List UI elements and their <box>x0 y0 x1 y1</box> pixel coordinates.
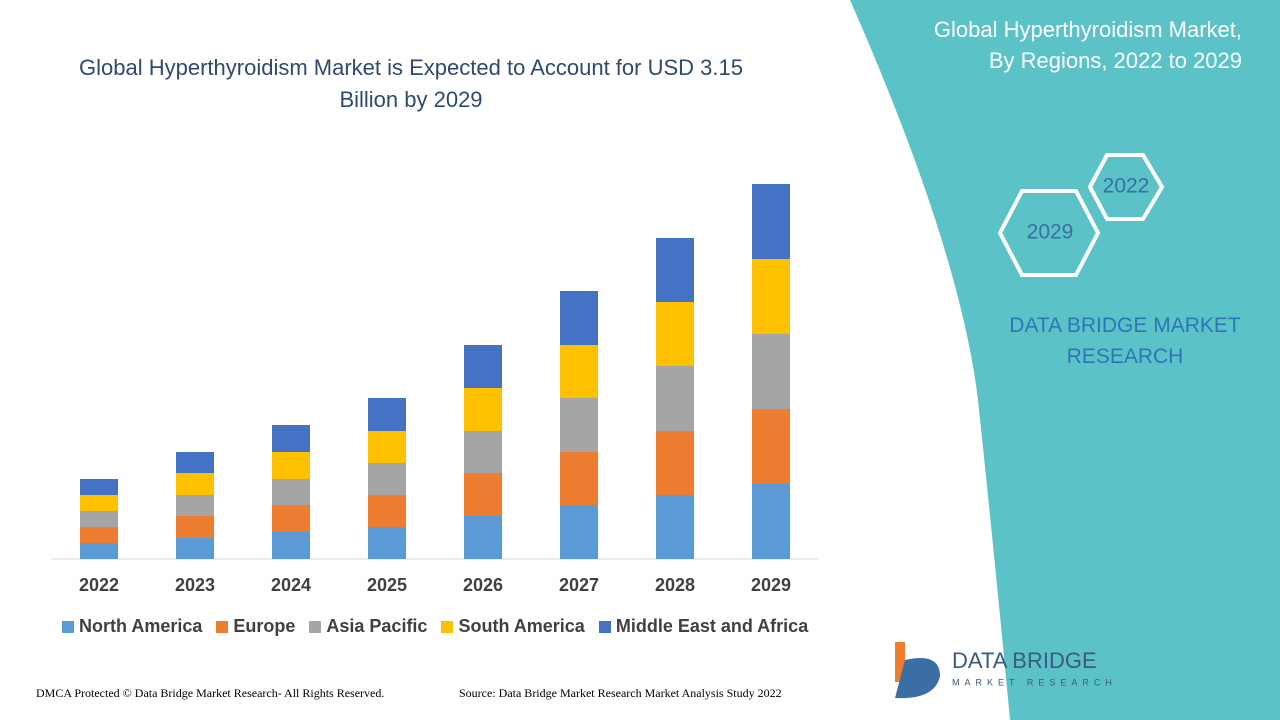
bar-segment <box>80 495 118 511</box>
bar-segment <box>80 511 118 527</box>
hexagon-label: 2022 <box>1103 175 1150 198</box>
bar-segment <box>464 431 502 473</box>
hexagon <box>1087 153 1165 221</box>
bar-segment <box>656 302 694 366</box>
bar-segment <box>752 259 790 334</box>
legend-swatch <box>598 620 611 633</box>
legend-label: Europe <box>233 616 296 636</box>
legend-item: Asia Pacific <box>309 616 427 637</box>
bar-segment <box>176 473 214 495</box>
bar-segment <box>368 463 406 495</box>
legend-label: Asia Pacific <box>326 616 428 636</box>
bar-segment <box>80 479 118 495</box>
legend-swatch <box>62 620 74 633</box>
legend-item: North America <box>62 616 202 637</box>
bar-segment <box>560 505 598 559</box>
brand-text: DATA BRIDGE MARKET RESEARCH <box>1009 314 1241 368</box>
bar-segment <box>656 366 694 431</box>
bar-segment <box>176 452 214 473</box>
bar-segment <box>272 505 310 532</box>
bar-segment <box>176 516 214 538</box>
chart-title: Global Hyperthyroidism Market is Expecte… <box>79 55 743 112</box>
copyright: DMCA Protected © Data Bridge Market Rese… <box>36 686 385 700</box>
legend-item: South America <box>441 616 585 637</box>
bar-segment <box>560 398 598 452</box>
bar-segment <box>752 184 790 259</box>
bar-segment <box>176 495 214 516</box>
legend-item: Europe <box>216 616 295 637</box>
bar-segment <box>656 431 694 495</box>
bar-segment <box>656 495 694 559</box>
bar-segment <box>560 345 598 398</box>
bar-segment <box>368 431 406 463</box>
source: Source: Data Bridge Market Research Mark… <box>459 686 782 700</box>
logo-tagline: MARKET RESEARCH <box>952 677 1117 687</box>
legend-swatch <box>441 620 454 633</box>
bar-segment <box>752 484 790 559</box>
x-tick-label: 2023 <box>175 575 215 595</box>
x-tick-label: 2022 <box>79 575 119 595</box>
bar-segment <box>464 388 502 431</box>
legend-label: South America <box>458 616 585 636</box>
bar-segment <box>176 538 214 559</box>
bar-segment <box>80 543 118 559</box>
bar-segment <box>272 479 310 505</box>
bar-segment <box>656 238 694 302</box>
bar-segment <box>80 527 118 543</box>
bar-segment <box>560 291 598 345</box>
legend: North America Europe Asia Pacific South Ame… <box>62 616 808 637</box>
logo: DATA BRIDGE MARKET RESEARCH <box>895 642 1117 699</box>
sidebar-panel <box>850 0 1280 720</box>
legend-swatch <box>309 620 322 633</box>
bar-segment <box>464 473 502 516</box>
x-tick-label: 2026 <box>463 575 503 595</box>
legend-label: North America <box>79 616 203 636</box>
x-tick-label: 2024 <box>271 575 311 595</box>
bar-segment <box>272 452 310 479</box>
bar-segment <box>752 334 790 409</box>
x-tick-label: 2025 <box>367 575 407 595</box>
bar-segment <box>272 532 310 559</box>
bar-segment <box>272 425 310 452</box>
logo-name: DATA BRIDGE <box>952 648 1097 673</box>
bar-segment <box>464 516 502 559</box>
hexagon <box>997 189 1101 277</box>
bar-segment <box>368 495 406 527</box>
hexagon-label: 2029 <box>1027 221 1074 244</box>
logo-mark <box>895 642 905 682</box>
legend-item: Middle East and Africa <box>598 616 809 637</box>
bar-segment <box>752 409 790 484</box>
x-tick-label: 2027 <box>559 575 599 595</box>
x-tick-label: 2029 <box>751 575 791 595</box>
bar-segment <box>464 345 502 388</box>
legend-label: Middle East and Africa <box>615 616 809 636</box>
bar-segment <box>368 527 406 559</box>
x-tick-label: 2028 <box>655 575 695 595</box>
sidebar-title: Global Hyperthyroidism Market, By Region… <box>933 17 1242 73</box>
legend-swatch <box>216 620 229 633</box>
logo-mark <box>895 658 940 699</box>
bar-segment <box>560 452 598 505</box>
bar-segment <box>368 398 406 431</box>
